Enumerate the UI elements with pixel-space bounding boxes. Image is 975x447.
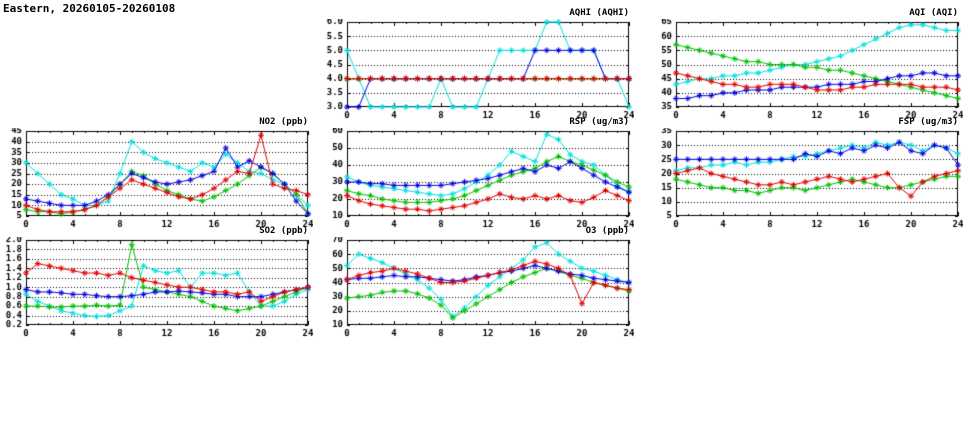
chart-title-no2: NO2 (ppb) — [259, 117, 308, 127]
so2-plot-canvas — [0, 237, 313, 340]
chart-title-fsp: FSP (ug/m3) — [898, 117, 958, 127]
fsp-plot-canvas — [650, 128, 963, 231]
chart-o3: O3 (ppb) — [321, 225, 634, 340]
no2-plot-canvas — [0, 128, 313, 231]
chart-rsp: RSP (ug/m3) — [321, 116, 634, 231]
rsp-plot-canvas — [321, 128, 634, 231]
chart-title-aqi: AQI (AQI) — [909, 8, 958, 18]
chart-no2: NO2 (ppb) — [0, 116, 313, 231]
chart-title-rsp: RSP (ug/m3) — [569, 117, 629, 127]
chart-title-aqhi: AQHI (AQHI) — [569, 8, 629, 18]
chart-title-o3: O3 (ppb) — [585, 226, 629, 236]
chart-title-so2: SO2 (ppb) — [259, 226, 308, 236]
chart-so2: SO2 (ppb) — [0, 225, 313, 340]
aqhi-plot-canvas — [321, 19, 634, 122]
page-title: Eastern, 20260105-20260108 — [3, 2, 176, 15]
aqi-plot-canvas — [650, 19, 963, 122]
chart-aqhi: AQHI (AQHI) — [321, 7, 634, 122]
chart-fsp: FSP (ug/m3) — [650, 116, 963, 231]
chart-aqi: AQI (AQI) — [650, 7, 963, 122]
o3-plot-canvas — [321, 237, 634, 340]
